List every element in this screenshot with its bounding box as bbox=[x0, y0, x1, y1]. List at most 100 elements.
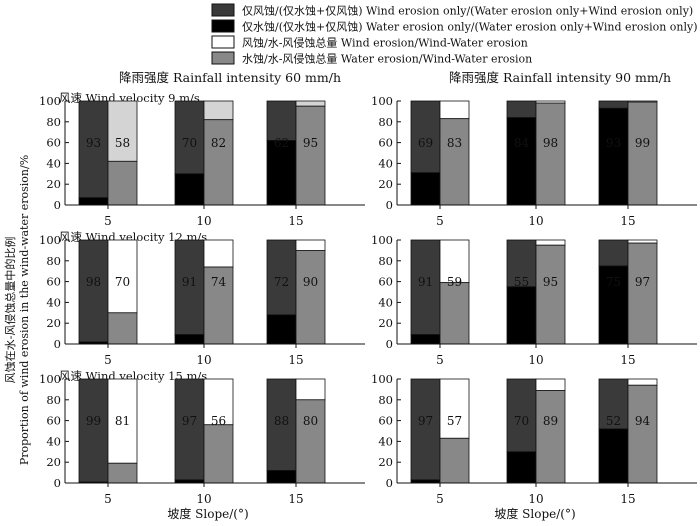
y-tick-label: 80 bbox=[378, 393, 393, 407]
bar-water-total bbox=[295, 249, 326, 345]
y-tick-label: 100 bbox=[39, 94, 61, 108]
data-label-right: 59 bbox=[447, 275, 462, 289]
bar-water-only bbox=[410, 172, 441, 206]
y-tick-label: 60 bbox=[378, 275, 393, 289]
panel-3-1: 风速 Wind velocity 15 m/s99 81 97 56 88 8002040… bbox=[39, 369, 365, 506]
bar-water-only bbox=[506, 451, 537, 484]
bar-water-only bbox=[78, 197, 109, 206]
data-label-right: 58 bbox=[115, 136, 130, 150]
bar-wind-only bbox=[174, 239, 205, 336]
legend-swatch bbox=[211, 35, 235, 49]
y-tick-label: 100 bbox=[371, 233, 393, 247]
bar-wind-total bbox=[627, 239, 658, 244]
bar-water-total bbox=[535, 244, 566, 345]
bar-wind-only bbox=[266, 378, 297, 471]
y-tick-label: 0 bbox=[54, 337, 61, 351]
bar-wind-total bbox=[627, 378, 658, 386]
bar-water-only bbox=[266, 140, 297, 206]
y-tick-label: 40 bbox=[46, 434, 61, 448]
x-tick-label: 5 bbox=[104, 492, 112, 506]
panel-3-2: 97 57 70 89 52 94 0 20 40 60 80 100 5 10 15 bbox=[371, 372, 697, 506]
x-tick-label: 10 bbox=[196, 353, 211, 367]
bar-water-only bbox=[266, 314, 297, 345]
legend: 仅风蚀/(仅水蚀+仅风蚀) Wind erosion only/(Water e… bbox=[211, 3, 698, 66]
bar-water-total bbox=[627, 384, 658, 484]
y-tick-label: 20 bbox=[46, 177, 61, 191]
data-label-left: 88 bbox=[274, 414, 289, 428]
bar-water-total bbox=[107, 462, 138, 484]
data-label-left: 62 bbox=[274, 136, 289, 150]
bar-wind-total bbox=[203, 239, 234, 268]
y-axis-label-en: Proportion of wind erosion in the wind-w… bbox=[18, 155, 31, 465]
data-label-right: 81 bbox=[115, 414, 130, 428]
legend-swatch bbox=[211, 3, 235, 17]
bar-wind-only bbox=[410, 378, 441, 481]
y-tick-label: 40 bbox=[46, 295, 61, 309]
y-tick-label: 100 bbox=[39, 372, 61, 386]
y-tick-label: 0 bbox=[54, 198, 61, 212]
bar-group-slope-5: 98 70 bbox=[78, 239, 138, 345]
data-label-right: 99 bbox=[635, 136, 650, 150]
data-label-right: 56 bbox=[211, 414, 226, 428]
x-tick-label: 15 bbox=[288, 353, 303, 367]
bar-group-slope-15: 62 95 bbox=[266, 100, 326, 206]
y-tick-label: 0 bbox=[386, 337, 393, 351]
data-label-left: 69 bbox=[418, 136, 433, 150]
bar-wind-only bbox=[266, 239, 297, 316]
y-tick-label: 80 bbox=[46, 115, 61, 129]
bar-water-total bbox=[295, 105, 326, 206]
bar-water-only bbox=[506, 117, 537, 206]
bar-group-slope-15: 72 90 bbox=[266, 239, 326, 345]
x-tick-label: 10 bbox=[528, 353, 543, 367]
y-tick-label: 20 bbox=[378, 455, 393, 469]
bar-wind-only bbox=[598, 239, 629, 267]
legend-label: 风蚀/水-风侵蚀总量 Wind erosion/Wind-Water erosi… bbox=[242, 36, 528, 50]
x-axis-label: 坡度 Slope/(°) bbox=[494, 506, 575, 521]
legend-label: 仅风蚀/(仅水蚀+仅风蚀) Wind erosion only/(Water e… bbox=[242, 4, 693, 18]
bar-water-total bbox=[535, 390, 566, 484]
data-label-right: 97 bbox=[635, 275, 650, 289]
bar-wind-only bbox=[174, 378, 205, 481]
y-tick-label: 20 bbox=[46, 316, 61, 330]
data-label-right: 95 bbox=[543, 275, 558, 289]
bar-water-total bbox=[439, 437, 470, 484]
data-label-right: 74 bbox=[211, 275, 227, 289]
x-axis-label-left: 坡度 Slope/(°) bbox=[167, 506, 248, 521]
bar-wind-total bbox=[295, 378, 326, 401]
bar-group-slope-10: 70 82 bbox=[174, 100, 234, 206]
data-label-right: 57 bbox=[447, 414, 462, 428]
data-label-left: 55 bbox=[514, 275, 529, 289]
y-axis-label: 风蚀在水-风侵蚀总量中的比例 Proportion of wind erosion… bbox=[3, 155, 31, 465]
bar-group-slope-15: 88 80 bbox=[266, 378, 326, 484]
panel-2-2: 91 59 55 95 75 97 0 20 40 60 80 100 5 10 15 bbox=[371, 233, 697, 367]
bar-water-total bbox=[203, 424, 234, 484]
data-label-left: 72 bbox=[274, 275, 289, 289]
bar-water-total bbox=[439, 282, 470, 345]
data-label-left: 91 bbox=[182, 275, 197, 289]
bar-group-slope-15: 52 94 bbox=[598, 378, 658, 484]
bar-wind-total bbox=[203, 100, 234, 121]
bar-wind-only bbox=[506, 239, 537, 288]
y-tick-label: 80 bbox=[378, 115, 393, 129]
bar-wind-total bbox=[107, 378, 138, 464]
y-tick-label: 40 bbox=[378, 295, 393, 309]
data-label-right: 89 bbox=[543, 414, 558, 428]
y-tick-label: 40 bbox=[378, 156, 393, 170]
y-tick-label: 40 bbox=[46, 156, 61, 170]
y-tick-label: 0 bbox=[386, 476, 393, 490]
x-tick-label: 15 bbox=[620, 492, 635, 506]
bar-water-only bbox=[598, 428, 629, 484]
bar-group-slope-10: 97 56 bbox=[174, 378, 234, 484]
bar-water-only bbox=[174, 173, 205, 206]
panel-1-1: 风速 Wind velocity 9 m/s93 58 70 82 62 95020406… bbox=[39, 91, 365, 228]
bar-wind-total bbox=[535, 378, 566, 391]
data-label-right: 80 bbox=[303, 414, 318, 428]
bar-wind-total bbox=[439, 100, 470, 120]
bar-water-total bbox=[107, 312, 138, 345]
bar-water-only bbox=[174, 334, 205, 345]
bar-group-slope-15: 75 97 bbox=[598, 239, 658, 345]
data-label-left: 97 bbox=[182, 414, 197, 428]
x-tick-label: 10 bbox=[528, 214, 543, 228]
